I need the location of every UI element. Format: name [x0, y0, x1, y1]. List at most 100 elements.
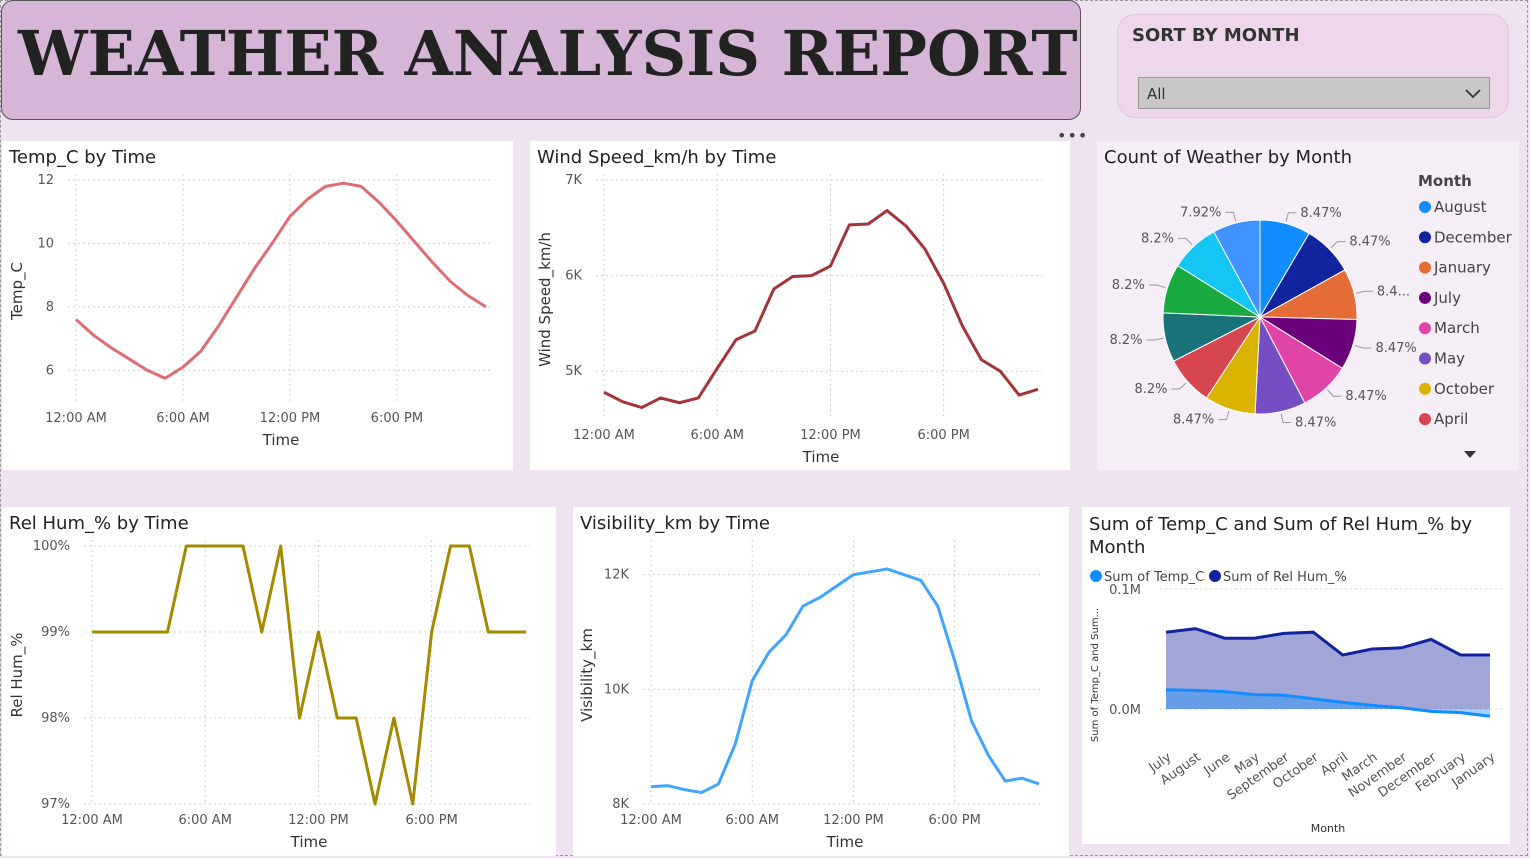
area-chart-panel[interactable]: Sum of Temp_C and Sum of Rel Hum_% by Mo… [1082, 507, 1510, 844]
series-line [92, 544, 526, 806]
legend-marker [1419, 291, 1431, 304]
y-tick-label: 6K [565, 269, 582, 284]
legend-label: July [1433, 289, 1461, 307]
slice-label: 8.47% [1345, 389, 1386, 404]
chart-title: Visibility_km by Time [580, 513, 770, 534]
legend-scroll-down-icon [1464, 451, 1476, 458]
x-axis-title: Time [262, 431, 300, 449]
x-tick-label: 12:00 AM [45, 411, 107, 426]
y-tick-label: 98% [41, 711, 70, 726]
chart-title: Sum of Temp_C and Sum of Rel Hum_% by Mo… [1089, 514, 1473, 558]
slice-label: 8.2% [1141, 231, 1174, 246]
chart-title: Count of Weather by Month [1104, 147, 1352, 168]
slice-label: 8.47% [1349, 235, 1390, 250]
leader-line [1148, 284, 1166, 289]
leader-line [1354, 344, 1372, 349]
slice-label: 8.4... [1377, 284, 1410, 299]
y-tick-label: 6 [46, 363, 54, 378]
y-tick-label: 5K [565, 364, 582, 379]
month-slicer[interactable]: SORT BY MONTH All [1117, 14, 1509, 118]
leader-line [1146, 337, 1164, 341]
y-tick-label: 99% [41, 625, 70, 640]
legend-label: October [1434, 380, 1495, 398]
chart-title: Wind Speed_km/h by Time [537, 147, 777, 168]
area-fill [1166, 628, 1490, 709]
x-axis-title: Time [826, 833, 864, 851]
legend-label: December [1434, 228, 1513, 246]
slicer-label: SORT BY MONTH [1132, 25, 1300, 46]
chart-title: Rel Hum_% by Time [9, 513, 189, 534]
legend-marker [1419, 382, 1431, 395]
legend-label: March [1434, 319, 1480, 337]
y-tick-label: 97% [41, 797, 70, 812]
y-axis-title: Temp_C [8, 262, 27, 321]
x-tick-label: 6:00 AM [178, 813, 231, 828]
x-tick-label: 6:00 PM [371, 411, 423, 426]
x-tick-label: 6:00 PM [928, 813, 980, 828]
slice-label: 8.47% [1375, 341, 1416, 356]
y-tick-label: 7K [565, 173, 582, 188]
slice-label: 8.2% [1134, 382, 1167, 397]
legend-marker [1419, 201, 1431, 213]
area-fill [1166, 689, 1490, 717]
x-tick-label: 12:00 PM [823, 813, 884, 828]
legend-marker [1090, 570, 1102, 582]
legend-marker [1419, 322, 1431, 335]
x-tick-label: 12:00 PM [260, 411, 321, 426]
leader-line [1218, 410, 1230, 421]
slice-label: 8.47% [1295, 416, 1336, 431]
dropdown-value: All [1147, 85, 1166, 103]
x-tick-label: 12:00 AM [61, 813, 123, 828]
leader-line [1330, 241, 1346, 249]
y-axis-title: Wind Speed_km/h [536, 232, 555, 367]
x-tick-label: 6:00 AM [156, 411, 209, 426]
series-line [75, 181, 487, 380]
month-pie-chart: 8.47% 8.47% 8.4... 8.47% 8.47% 8.47% 8.47% 8.2%… [1109, 172, 1513, 458]
legend-label: August [1434, 198, 1487, 216]
y-axis-title: Rel Hum_% [8, 632, 27, 717]
legend-marker [1419, 352, 1431, 365]
y-tick-label: 0.1M [1109, 583, 1141, 598]
y-tick-label: 8K [612, 797, 629, 812]
wind-line-chart: 5K 6K 7K 12:00 AM 6:00 AM 12:00 PM 6:00 PM Time… [536, 173, 1042, 466]
y-tick-label: 8 [46, 300, 54, 315]
series-line [1165, 627, 1490, 657]
legend-title: Month [1418, 172, 1472, 190]
visibility-chart-panel[interactable]: Visibility_km by Time 8K 10K 12K 12:00 AM 6:… [573, 507, 1069, 856]
x-axis-title: Time [290, 833, 328, 851]
x-tick-label: 12:00 AM [573, 428, 635, 443]
legend-marker [1419, 413, 1431, 426]
series-line [650, 567, 1040, 795]
x-tick-label: 12:00 PM [288, 813, 349, 828]
leader-line [1225, 211, 1237, 222]
humidity-chart-panel[interactable]: Rel Hum_% by Time 97% 98% 99% 100% 12:00 AM 6… [2, 507, 556, 856]
temp-line-chart: 6 8 10 12 12:00 AM 6:00 AM 12:00 PM 6:00 PM Time… [8, 173, 490, 449]
pie-chart-panel[interactable]: Count of Weather by Month 8.47% 8.47% 8.4.… [1097, 141, 1519, 470]
title-banner: WEATHER ANALYSIS REPORT [1, 0, 1081, 120]
leader-line [1280, 413, 1292, 424]
series-line [1165, 688, 1491, 718]
y-tick-label: 10K [604, 682, 630, 697]
slice-label: 8.47% [1173, 413, 1214, 428]
x-tick-label: June [1201, 750, 1234, 779]
y-tick-label: 12 [37, 173, 54, 188]
x-tick-label: 12:00 PM [800, 428, 861, 443]
slice-label: 8.2% [1109, 333, 1142, 348]
x-axis-title: Time [802, 448, 840, 466]
legend-marker [1419, 261, 1431, 274]
temp-chart-panel[interactable]: Temp_C by Time 6 8 10 12 12:00 AM 6:00 AM 12:0… [2, 141, 513, 470]
legend-marker [1209, 570, 1221, 582]
pie-slice [1213, 219, 1261, 318]
x-tick-label: 6:00 PM [917, 428, 969, 443]
y-axis-title: Visibility_km [578, 628, 597, 722]
x-tick-label: 6:00 AM [725, 813, 778, 828]
month-dropdown[interactable]: All [1138, 77, 1490, 109]
series-line [603, 209, 1039, 410]
legend-label: Sum of Temp_C [1104, 570, 1204, 585]
wind-chart-panel[interactable]: Wind Speed_km/h by Time 5K 6K 7K 12:00 AM 6:… [530, 141, 1070, 470]
more-options-icon[interactable]: ••• [1057, 126, 1089, 145]
x-axis-title: Month [1311, 822, 1346, 835]
y-tick-label: 100% [33, 539, 70, 554]
humidity-line-chart: 97% 98% 99% 100% 12:00 AM 6:00 AM 12:00 PM 6:00… [8, 539, 530, 851]
